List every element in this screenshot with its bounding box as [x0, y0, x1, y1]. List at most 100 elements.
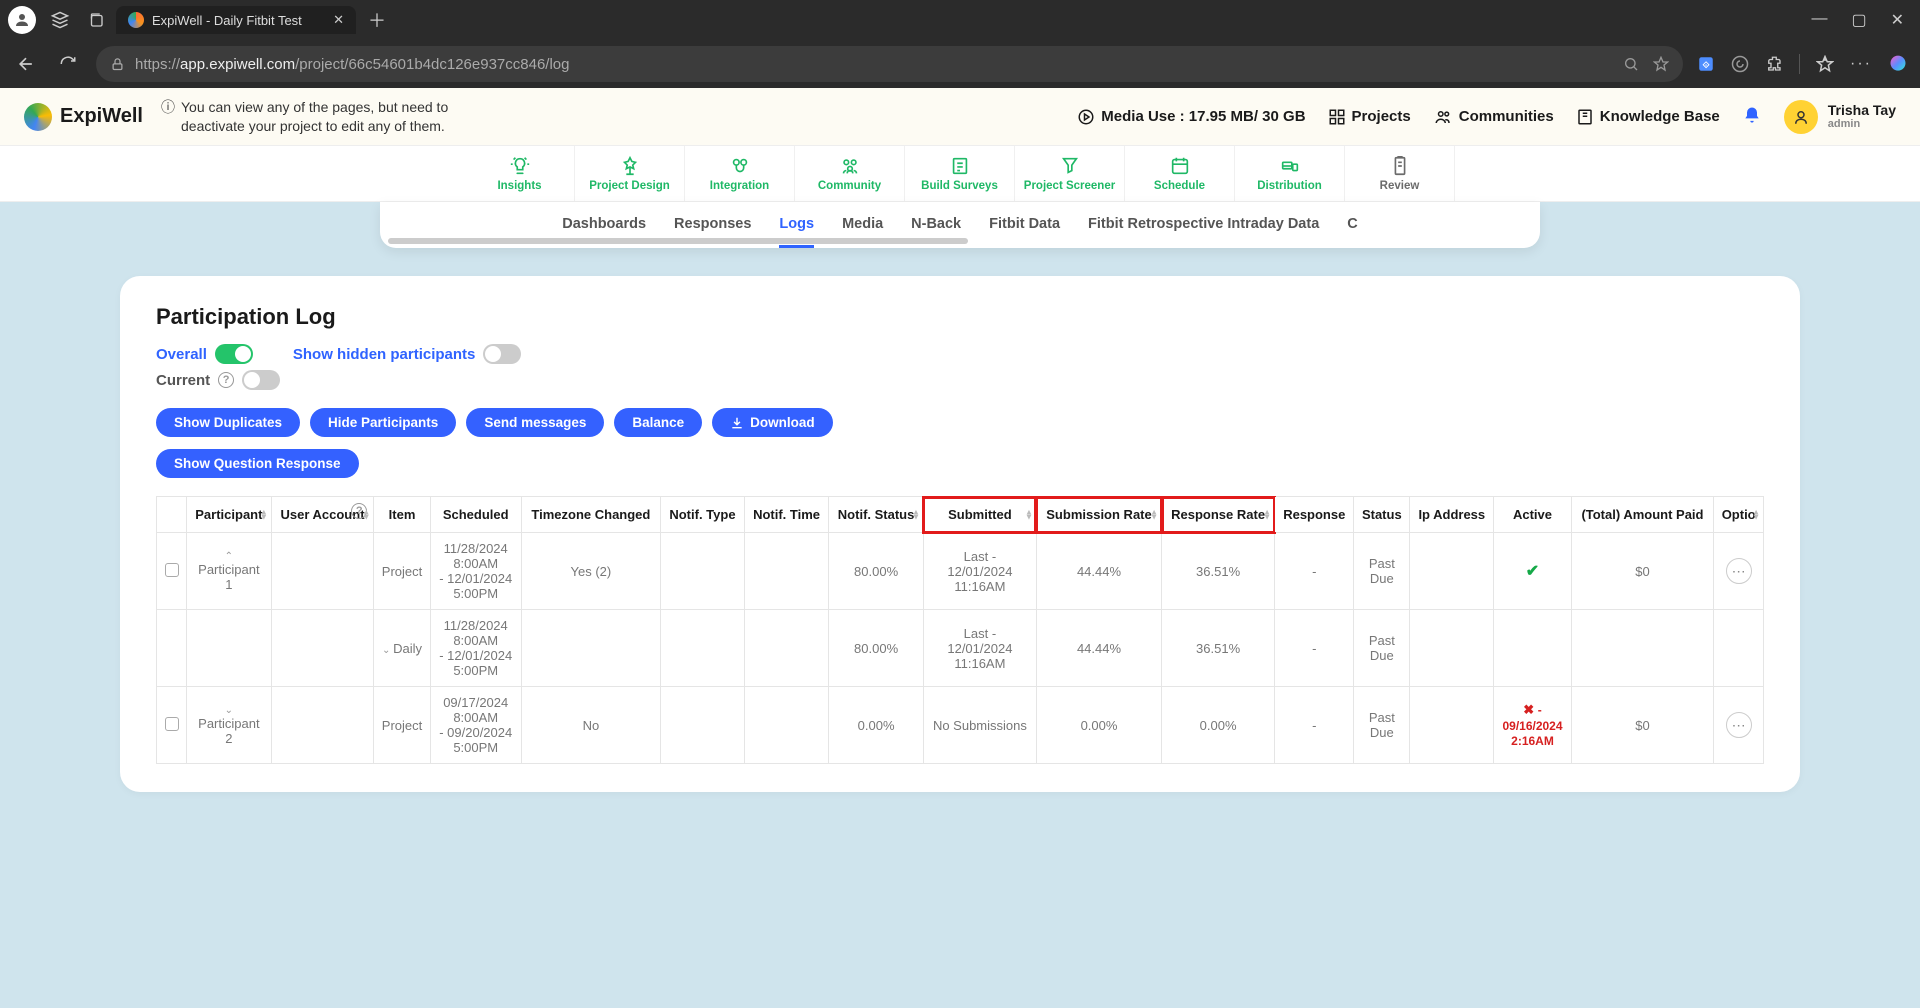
help-icon[interactable]: ?: [218, 372, 234, 388]
subtab-c[interactable]: C: [1347, 216, 1357, 232]
phase-project-screener[interactable]: Project Screener: [1015, 146, 1125, 201]
participant-cell[interactable]: ⌄Participant2: [187, 687, 272, 764]
col-participant[interactable]: Participant▲▼: [187, 497, 272, 533]
minimize-icon[interactable]: ―: [1811, 10, 1827, 30]
communities-link[interactable]: Communities: [1433, 108, 1554, 126]
address-bar[interactable]: https://app.expiwell.com/project/66c5460…: [96, 46, 1683, 82]
projects-link[interactable]: Projects: [1328, 108, 1411, 126]
app-logo[interactable]: ExpiWell: [24, 103, 143, 131]
close-tab-icon[interactable]: ✕: [333, 12, 344, 28]
subtab-fitbit-data[interactable]: Fitbit Data: [989, 216, 1060, 232]
col-optio[interactable]: Optio▲▼: [1714, 497, 1764, 533]
phase-insights[interactable]: Insights: [465, 146, 575, 201]
user-role: admin: [1828, 118, 1896, 130]
col-item[interactable]: Item: [374, 497, 431, 533]
refresh-button[interactable]: [54, 50, 82, 78]
hide-participants-button[interactable]: Hide Participants: [310, 408, 456, 437]
phase-schedule[interactable]: Schedule: [1125, 146, 1235, 201]
subtab-responses[interactable]: Responses: [674, 216, 751, 232]
item-cell[interactable]: Project: [374, 687, 431, 764]
phase-label: Review: [1380, 180, 1420, 192]
col-timezone-changed[interactable]: Timezone Changed: [521, 497, 660, 533]
subtab-n-back[interactable]: N-Back: [911, 216, 961, 232]
info-icon: ⓘ: [161, 98, 175, 134]
workspaces-icon[interactable]: [48, 8, 72, 32]
subtab-fitbit-retrospective-intraday-data[interactable]: Fitbit Retrospective Intraday Data: [1088, 216, 1319, 232]
copilot-icon[interactable]: [1888, 54, 1908, 74]
phase-project-design[interactable]: Project Design: [575, 146, 685, 201]
phase-icon: [1389, 155, 1411, 177]
new-tab-button[interactable]: ＋: [368, 7, 386, 33]
response-rate-cell: 0.00%: [1162, 687, 1275, 764]
row-more-button[interactable]: ⋯: [1726, 712, 1752, 738]
options-cell: ⋯: [1714, 533, 1764, 610]
phase-integration[interactable]: Integration: [685, 146, 795, 201]
info-note-text: You can view any of the pages, but need …: [181, 98, 461, 134]
item-cell[interactable]: Project: [374, 533, 431, 610]
col-active[interactable]: Active: [1494, 497, 1571, 533]
item-cell[interactable]: ⌄ Daily: [374, 610, 431, 687]
phase-community[interactable]: Community: [795, 146, 905, 201]
participant-cell[interactable]: ⌃Participant1: [187, 533, 272, 610]
close-window-icon[interactable]: ✕: [1891, 10, 1904, 30]
maximize-icon[interactable]: ▢: [1851, 10, 1866, 30]
col-status[interactable]: Status: [1354, 497, 1410, 533]
col-notif-status[interactable]: Notif. Status▲▼: [829, 497, 924, 533]
translate-ext-icon[interactable]: ⟐: [1697, 55, 1715, 73]
col-scheduled[interactable]: Scheduled: [430, 497, 521, 533]
browser-tab[interactable]: ExpiWell - Daily Fitbit Test ✕: [116, 6, 356, 34]
profile-avatar[interactable]: [8, 6, 36, 34]
show-duplicates-button[interactable]: Show Duplicates: [156, 408, 300, 437]
send-messages-button[interactable]: Send messages: [466, 408, 604, 437]
media-use-indicator[interactable]: Media Use : 17.95 MB/ 30 GB: [1077, 108, 1305, 126]
zoom-icon[interactable]: [1623, 56, 1639, 72]
col-submission-rate[interactable]: Submission Rate▲▼: [1036, 497, 1161, 533]
subtab-logs[interactable]: Logs: [779, 216, 814, 232]
grammarly-ext-icon[interactable]: [1731, 55, 1749, 73]
col-response[interactable]: Response: [1275, 497, 1354, 533]
col-notif-time[interactable]: Notif. Time: [744, 497, 828, 533]
show-question-response-button[interactable]: Show Question Response: [156, 449, 359, 478]
show-hidden-label: Show hidden participants: [293, 346, 476, 363]
download-button[interactable]: Download: [712, 408, 833, 437]
extensions-icon[interactable]: [1765, 55, 1783, 73]
phase-build-surveys[interactable]: Build Surveys: [905, 146, 1015, 201]
col-checkbox[interactable]: [157, 497, 187, 533]
overall-toggle[interactable]: [215, 344, 253, 364]
submitted-cell: Last -12/01/202411:16AM: [923, 533, 1036, 610]
tabs-icon[interactable]: [84, 8, 108, 32]
play-circle-icon: [1077, 108, 1095, 126]
svg-text:⟐: ⟐: [1702, 60, 1710, 70]
show-hidden-toggle[interactable]: [483, 344, 521, 364]
subtabs-scrollbar[interactable]: [388, 238, 968, 244]
current-toggle[interactable]: [242, 370, 280, 390]
row-checkbox[interactable]: [165, 717, 179, 731]
col-submitted[interactable]: Submitted▲▼: [923, 497, 1036, 533]
log-table-wrap: Participant▲▼User Account ?▲▼ItemSchedul…: [156, 496, 1764, 764]
user-menu[interactable]: Trisha Tay admin: [1784, 100, 1896, 134]
submitted-cell: No Submissions: [923, 687, 1036, 764]
participant-cell[interactable]: [187, 610, 272, 687]
notifications-button[interactable]: [1742, 105, 1762, 129]
knowledge-base-link[interactable]: Knowledge Base: [1576, 108, 1720, 126]
col-user-account[interactable]: User Account ?▲▼: [271, 497, 374, 533]
favorites-bar-icon[interactable]: [1816, 55, 1834, 73]
balance-button[interactable]: Balance: [614, 408, 702, 437]
back-button[interactable]: [12, 50, 40, 78]
user-name: Trisha Tay: [1828, 103, 1896, 118]
phase-distribution[interactable]: Distribution: [1235, 146, 1345, 201]
col--total-amount-paid[interactable]: (Total) Amount Paid: [1571, 497, 1714, 533]
participation-log-card: Participation Log Overall Show hidden pa…: [120, 276, 1800, 792]
col-notif-type[interactable]: Notif. Type: [661, 497, 745, 533]
phase-review[interactable]: Review: [1345, 146, 1455, 201]
favorite-icon[interactable]: [1653, 56, 1669, 72]
more-menu-icon[interactable]: ···: [1850, 55, 1872, 73]
subtab-dashboards[interactable]: Dashboards: [562, 216, 646, 232]
subtab-media[interactable]: Media: [842, 216, 883, 232]
col-response-rate[interactable]: Response Rate▲▼: [1162, 497, 1275, 533]
row-more-button[interactable]: ⋯: [1726, 558, 1752, 584]
col-ip-address[interactable]: Ip Address: [1410, 497, 1494, 533]
submitted-cell: Last -12/01/202411:16AM: [923, 610, 1036, 687]
notif-status-cell: 80.00%: [829, 610, 924, 687]
row-checkbox[interactable]: [165, 563, 179, 577]
